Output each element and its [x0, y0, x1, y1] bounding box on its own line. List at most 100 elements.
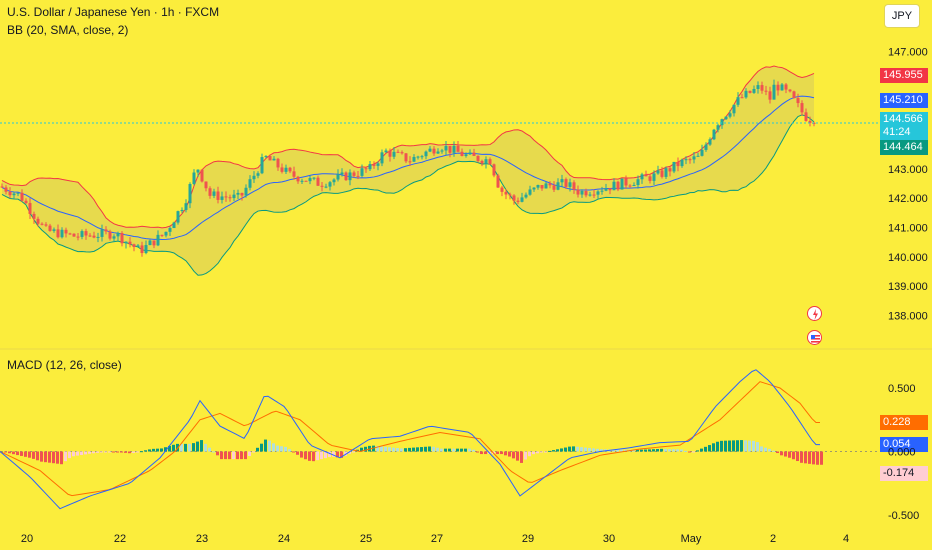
bb-upper-line — [1, 65, 815, 229]
candle-body — [600, 190, 604, 192]
macd-histogram-bar — [36, 451, 39, 461]
bb-indicator-label[interactable]: BB (20, SMA, close, 2) — [7, 23, 129, 37]
candle-body — [744, 90, 748, 98]
us-flag-event-icon[interactable] — [807, 330, 822, 345]
macd-histogram-group — [0, 439, 823, 465]
macd-histogram-bar — [40, 451, 43, 462]
macd-histogram-bar — [540, 451, 543, 453]
candle-body — [84, 231, 88, 236]
candle-body — [52, 229, 56, 231]
macd-histogram-bar — [268, 440, 271, 452]
macd-histogram-bar — [676, 449, 679, 452]
candle-body — [664, 168, 668, 177]
macd-histogram-bar — [100, 451, 103, 453]
candle-body — [248, 179, 252, 188]
macd-histogram-bar — [132, 451, 135, 453]
macd-histogram-bar — [744, 440, 747, 452]
macd-histogram-bar — [632, 449, 635, 452]
macd-histogram-bar — [768, 448, 771, 452]
candle-body — [380, 152, 384, 164]
candle-body — [68, 233, 72, 235]
macd-histogram-bar — [88, 451, 91, 454]
candle-body — [464, 154, 468, 156]
macd-histogram-bar — [740, 440, 743, 452]
candle-body — [192, 172, 196, 185]
candle-body — [92, 235, 96, 238]
macd-histogram-bar — [572, 446, 575, 452]
candle-body — [652, 173, 656, 181]
macd-histogram-bar — [180, 443, 183, 452]
macd-histogram-bar — [716, 441, 719, 452]
candle-body — [608, 188, 612, 191]
macd-histogram-bar — [124, 451, 127, 453]
bar-countdown: 41:24 — [883, 126, 911, 138]
macd-histogram-bar — [188, 443, 191, 452]
candle-body — [680, 159, 684, 167]
bb-upper-price-tag: 145.955 — [880, 68, 928, 83]
macd-histogram-bar — [304, 451, 307, 460]
macd-histogram-bar — [696, 450, 699, 452]
candle-body — [532, 187, 536, 190]
candle-body — [324, 186, 328, 188]
macd-histogram-bar — [552, 450, 555, 452]
macd-histogram-bar — [664, 448, 667, 452]
candle-body — [536, 185, 540, 188]
macd-histogram-bar — [536, 451, 539, 454]
macd-histogram-bar — [364, 446, 367, 452]
macd-histogram-bar — [104, 451, 107, 453]
currency-button[interactable]: JPY — [884, 4, 920, 28]
macd-histogram-bar — [248, 451, 251, 457]
candle-body — [256, 173, 260, 176]
candle-body — [260, 157, 264, 174]
flash-event-icon[interactable] — [807, 306, 822, 321]
candle-body — [544, 183, 548, 189]
candle-body — [416, 156, 420, 158]
macd-histogram-bar — [724, 440, 727, 452]
candle-body — [628, 185, 632, 187]
candle-body — [16, 192, 20, 194]
macd-histogram-bar — [24, 451, 27, 457]
macd-histogram-bar — [756, 442, 759, 452]
macd-histogram-bar — [524, 451, 527, 460]
candle-body — [228, 197, 232, 199]
macd-histogram-bar — [116, 451, 119, 453]
candle-body — [316, 177, 320, 186]
candle-body — [56, 229, 60, 238]
candle-body — [492, 164, 496, 176]
macd-histogram-bar — [76, 451, 79, 456]
macd-histogram-bar — [16, 451, 19, 456]
candle-body — [372, 164, 376, 166]
macd-histogram-bar — [580, 447, 583, 452]
candle-body — [128, 241, 132, 245]
candle-body — [616, 181, 620, 190]
macd-histogram-bar — [280, 446, 283, 452]
candle-body — [448, 146, 452, 153]
macd-indicator-label[interactable]: MACD (12, 26, close) — [7, 358, 122, 372]
macd-histogram-bar — [624, 449, 627, 452]
candle-body — [504, 191, 508, 195]
candle-body — [288, 167, 292, 172]
candle-body — [48, 225, 52, 231]
candle-body — [772, 84, 776, 100]
candle-body — [108, 231, 112, 239]
candle-body — [644, 174, 648, 177]
macd-histogram-bar — [396, 448, 399, 452]
candle-body — [376, 163, 380, 166]
candle-body — [236, 192, 240, 195]
macd-histogram-bar — [804, 451, 807, 464]
macd-value-tag: 0.054 — [880, 437, 928, 452]
x-axis-tick-label: 24 — [278, 533, 290, 545]
x-axis-tick-label: 2 — [770, 533, 776, 545]
macd-histogram-bar — [348, 451, 351, 454]
macd-histogram-bar — [500, 451, 503, 455]
macd-histogram-bar — [484, 451, 487, 455]
macd-histogram-bar — [72, 451, 75, 457]
macd-histogram-bar — [592, 448, 595, 452]
macd-histogram-bar — [440, 448, 443, 452]
candle-body — [24, 200, 28, 204]
candle-body — [64, 229, 68, 234]
macd-histogram-bar — [316, 451, 319, 461]
macd-histogram-bar — [376, 446, 379, 452]
